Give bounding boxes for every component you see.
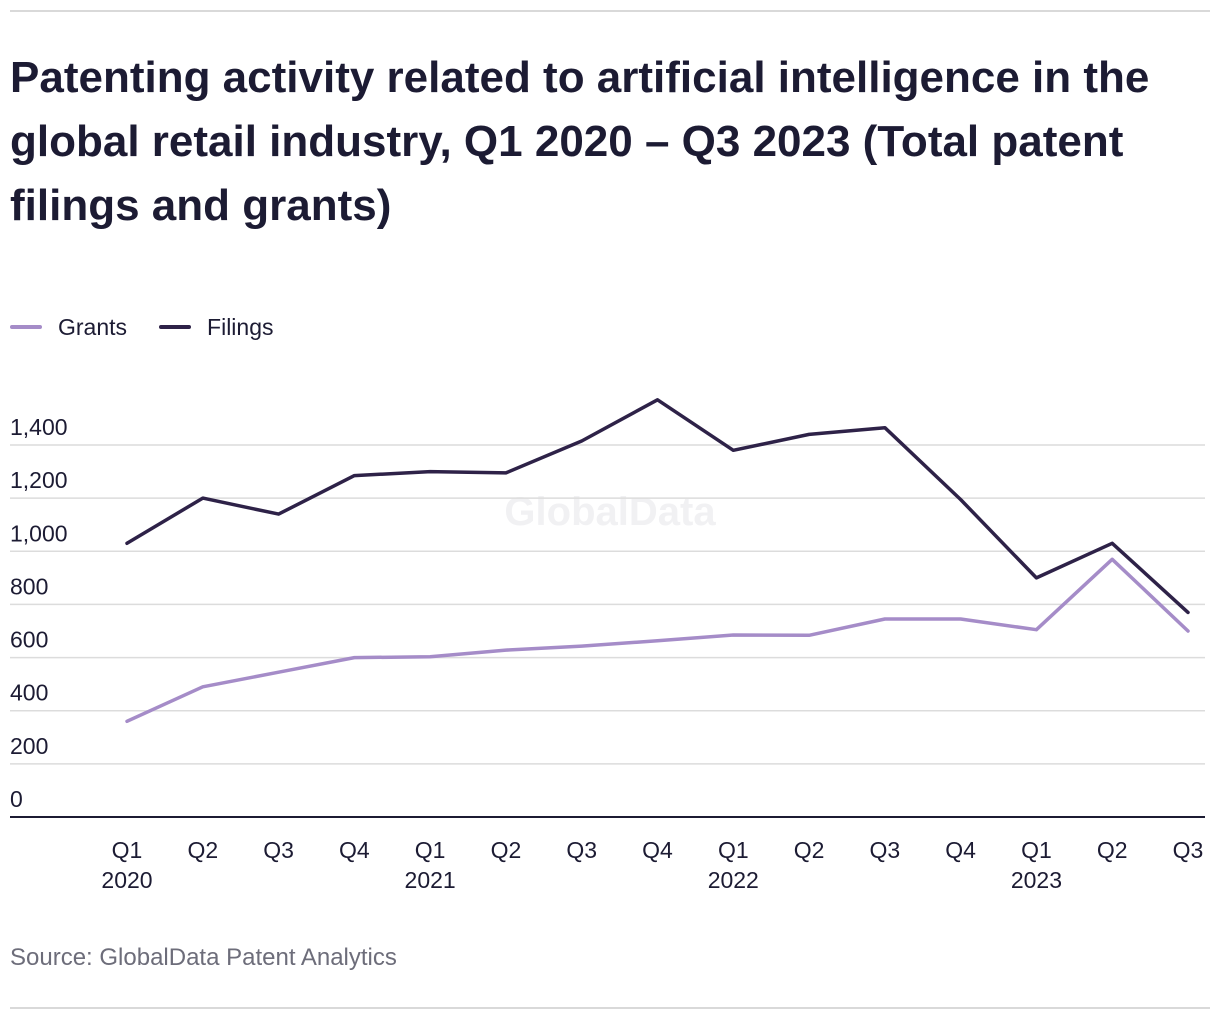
y-tick-label: 800 [10,573,48,599]
x-tick-label: Q1 [112,837,143,863]
bottom-rule [10,1007,1210,1009]
legend-label-filings: Filings [207,313,274,340]
x-tick-year-label: 2022 [708,867,759,893]
line-chart: GlobalData 0 200 400 600 800 1,000 1,200 1,400 Q1… [10,398,1205,893]
x-tick-label: Q1 [1021,837,1052,863]
x-tick-label: Q1 [718,837,749,863]
x-tick-label: Q2 [1097,837,1128,863]
y-tick-label: 1,400 [10,414,68,440]
x-tick-label: Q3 [566,837,597,863]
series-line-filings [125,398,1190,615]
x-tick-label: Q4 [642,837,673,863]
y-tick-label: 1,200 [10,467,68,493]
legend-item-filings[interactable]: Filings [159,313,274,341]
legend-item-grants[interactable]: Grants [10,314,127,341]
legend: Grants Filings [10,310,306,344]
series-line-grants [125,557,1190,724]
y-tick-label: 1,000 [10,520,68,546]
x-tick-year-label: 2020 [101,867,152,893]
y-tick-label: 400 [10,680,48,706]
x-tick-label: Q2 [187,837,218,863]
chart-title: Patenting activity related to artificial… [10,53,1150,230]
x-tick-label: Q3 [263,837,294,863]
legend-label-grants: Grants [58,313,128,340]
legend-swatch-grants [10,325,42,329]
x-tick-label: Q2 [491,837,522,863]
x-tick-label: Q3 [870,837,901,863]
x-tick-label: Q3 [1173,837,1204,863]
watermark: GlobalData [504,490,716,534]
y-tick-label: 600 [10,627,48,653]
y-tick-label: 0 [10,786,23,812]
legend-swatch-filings [159,325,192,329]
source-note: Source: GlobalData Patent Analytics [10,944,397,971]
top-rule [10,10,1210,12]
x-tick-label: Q4 [945,837,976,863]
x-tick-year-label: 2023 [1011,867,1062,893]
x-tick-label: Q2 [794,837,825,863]
y-tick-label: 200 [10,733,48,759]
x-tick-label: Q4 [339,837,370,863]
x-tick-year-label: 2021 [405,867,456,893]
x-tick-label: Q1 [415,837,446,863]
